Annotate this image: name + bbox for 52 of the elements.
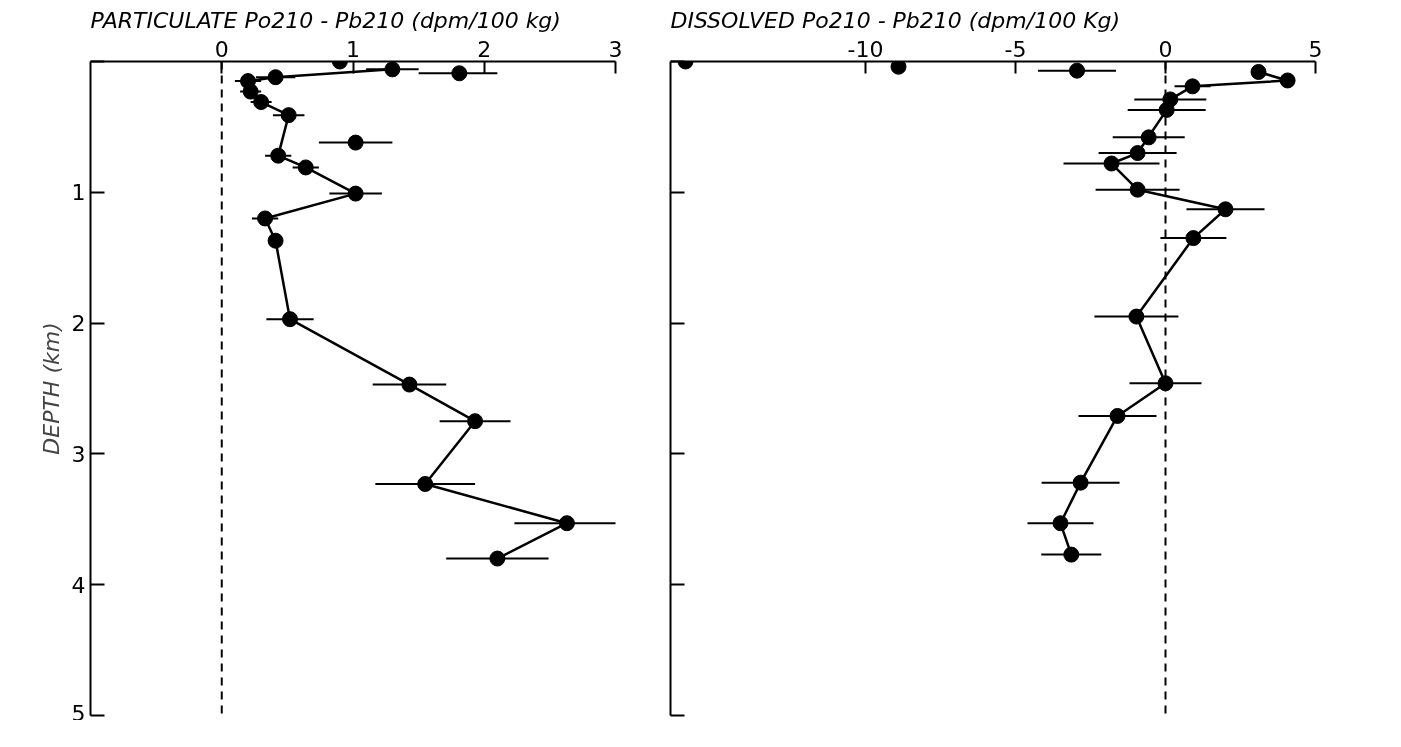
- point: [1279, 72, 1296, 89]
- point: [467, 413, 484, 430]
- y-tick-label: 2: [71, 311, 86, 337]
- point: [1109, 407, 1126, 424]
- y-axis-title: DEPTH (km): [38, 322, 64, 455]
- point: [1158, 101, 1175, 118]
- point: [890, 61, 907, 75]
- x-tick-label: 3: [608, 36, 623, 62]
- point: [347, 185, 364, 202]
- point: [267, 232, 284, 249]
- y-tick-label: 4: [71, 572, 86, 598]
- point: [1157, 375, 1174, 392]
- point: [1184, 78, 1201, 95]
- point: [1129, 181, 1146, 198]
- point: [1103, 155, 1120, 172]
- point: [401, 376, 418, 393]
- point: [451, 65, 468, 82]
- point: [489, 550, 506, 567]
- point: [384, 61, 401, 78]
- point: [347, 134, 364, 151]
- point: [1128, 308, 1145, 325]
- point: [270, 147, 287, 164]
- x-tick-label: 1: [346, 36, 360, 62]
- x-tick-label: -10: [847, 36, 884, 62]
- x-tick-label: 0: [1158, 36, 1173, 62]
- point: [1052, 515, 1069, 532]
- point: [297, 159, 314, 176]
- point: [282, 311, 298, 328]
- point: [267, 69, 284, 86]
- point: [1072, 474, 1089, 491]
- y-tick-label: 5: [71, 700, 86, 726]
- y-tick-label: 3: [71, 441, 86, 467]
- point: [558, 515, 575, 532]
- x-tick-label: 2: [477, 36, 492, 62]
- point: [253, 94, 270, 111]
- chart-title: PARTICULATE Po210 - Pb210 (dpm/100 kg): [90, 7, 561, 33]
- point: [1129, 145, 1146, 162]
- point: [280, 107, 297, 124]
- point: [242, 83, 259, 100]
- x-tick-label: -5: [1004, 36, 1027, 62]
- point: [417, 476, 434, 492]
- point: [257, 210, 274, 227]
- point: [1140, 129, 1157, 146]
- point: [1185, 230, 1202, 247]
- y-tick-label: 1: [71, 180, 86, 206]
- point: [1063, 546, 1080, 563]
- x-tick-label: 0: [214, 36, 229, 62]
- point: [1069, 62, 1085, 79]
- x-tick-label: 5: [1308, 36, 1323, 62]
- point: [1217, 201, 1234, 218]
- point: [1250, 63, 1267, 80]
- chart-title: DISSOLVED Po210 - Pb210 (dpm/100 Kg): [670, 7, 1121, 33]
